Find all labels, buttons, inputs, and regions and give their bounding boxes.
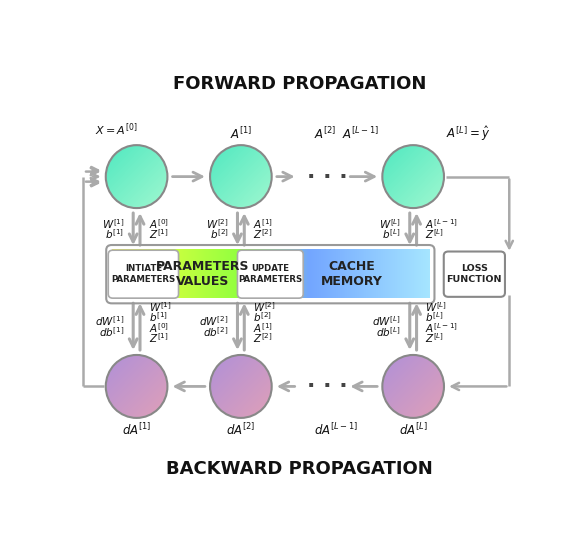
- Text: $A^{[0]}$: $A^{[0]}$: [149, 217, 169, 231]
- Text: $A^{[L-1]}$: $A^{[L-1]}$: [425, 217, 459, 231]
- Text: $A^{[L-1]}$: $A^{[L-1]}$: [342, 126, 380, 142]
- FancyBboxPatch shape: [238, 250, 303, 298]
- Text: $db^{[L]}$: $db^{[L]}$: [376, 325, 401, 339]
- Text: $db^{[1]}$: $db^{[1]}$: [99, 325, 125, 339]
- Text: $b^{[L]}$: $b^{[L]}$: [383, 227, 401, 241]
- Text: $W^{[1]}$: $W^{[1]}$: [149, 300, 171, 313]
- Text: $Z^{[L]}$: $Z^{[L]}$: [425, 331, 445, 345]
- Text: $A^{[0]}$: $A^{[0]}$: [149, 321, 169, 335]
- Text: $b^{[1]}$: $b^{[1]}$: [149, 310, 168, 324]
- Text: $Z^{[L]}$: $Z^{[L]}$: [425, 227, 445, 241]
- FancyBboxPatch shape: [444, 251, 505, 297]
- Text: $dW^{[1]}$: $dW^{[1]}$: [95, 314, 125, 328]
- Text: $Z^{[2]}$: $Z^{[2]}$: [253, 331, 273, 345]
- Text: $A^{[1]}$: $A^{[1]}$: [253, 217, 273, 231]
- Text: · · ·: · · ·: [307, 377, 347, 396]
- Text: $X=A^{[0]}$: $X=A^{[0]}$: [95, 122, 137, 138]
- Text: $W^{[1]}$: $W^{[1]}$: [102, 217, 125, 231]
- Text: FORWARD PROPAGATION: FORWARD PROPAGATION: [173, 75, 426, 93]
- Text: $A^{[2]}$: $A^{[2]}$: [314, 126, 336, 142]
- Text: UPDATE
PARAMETERS: UPDATE PARAMETERS: [238, 264, 302, 284]
- Text: $W^{[2]}$: $W^{[2]}$: [253, 300, 276, 313]
- Text: INTIATE
PARAMETERS: INTIATE PARAMETERS: [111, 264, 176, 284]
- Text: $dA^{[1]}$: $dA^{[1]}$: [122, 422, 152, 438]
- FancyBboxPatch shape: [108, 250, 178, 298]
- Text: PARAMETERS
VALUES: PARAMETERS VALUES: [156, 260, 249, 288]
- Text: $A^{[1]}$: $A^{[1]}$: [253, 321, 273, 335]
- Text: $Z^{[1]}$: $Z^{[1]}$: [149, 331, 168, 345]
- Text: $A^{[L-1]}$: $A^{[L-1]}$: [425, 321, 459, 335]
- Text: LOSS
FUNCTION: LOSS FUNCTION: [446, 264, 502, 284]
- Text: $b^{[L]}$: $b^{[L]}$: [425, 310, 444, 324]
- Text: $b^{[2]}$: $b^{[2]}$: [253, 310, 272, 324]
- Text: · · ·: · · ·: [307, 167, 347, 186]
- Text: $b^{[2]}$: $b^{[2]}$: [209, 227, 229, 241]
- Text: $dW^{[2]}$: $dW^{[2]}$: [199, 314, 229, 328]
- Text: $A^{[L]}=\hat{y}$: $A^{[L]}=\hat{y}$: [446, 124, 491, 143]
- Text: $dA^{[L-1]}$: $dA^{[L-1]}$: [314, 422, 358, 438]
- Text: $Z^{[2]}$: $Z^{[2]}$: [253, 227, 273, 241]
- Text: $W^{[2]}$: $W^{[2]}$: [206, 217, 229, 231]
- Text: $W^{[L]}$: $W^{[L]}$: [425, 300, 448, 313]
- Text: $db^{[2]}$: $db^{[2]}$: [203, 325, 229, 339]
- Text: CACHE
MEMORY: CACHE MEMORY: [321, 260, 383, 288]
- Text: BACKWARD PROPAGATION: BACKWARD PROPAGATION: [167, 460, 433, 478]
- Text: $dA^{[2]}$: $dA^{[2]}$: [226, 422, 256, 438]
- Text: $W^{[L]}$: $W^{[L]}$: [379, 217, 401, 231]
- Text: $Z^{[1]}$: $Z^{[1]}$: [149, 227, 168, 241]
- Text: $b^{[1]}$: $b^{[1]}$: [105, 227, 125, 241]
- Text: $dA^{[L]}$: $dA^{[L]}$: [399, 422, 428, 438]
- Text: $A^{[1]}$: $A^{[1]}$: [230, 126, 252, 142]
- Text: $dW^{[L]}$: $dW^{[L]}$: [372, 314, 401, 328]
